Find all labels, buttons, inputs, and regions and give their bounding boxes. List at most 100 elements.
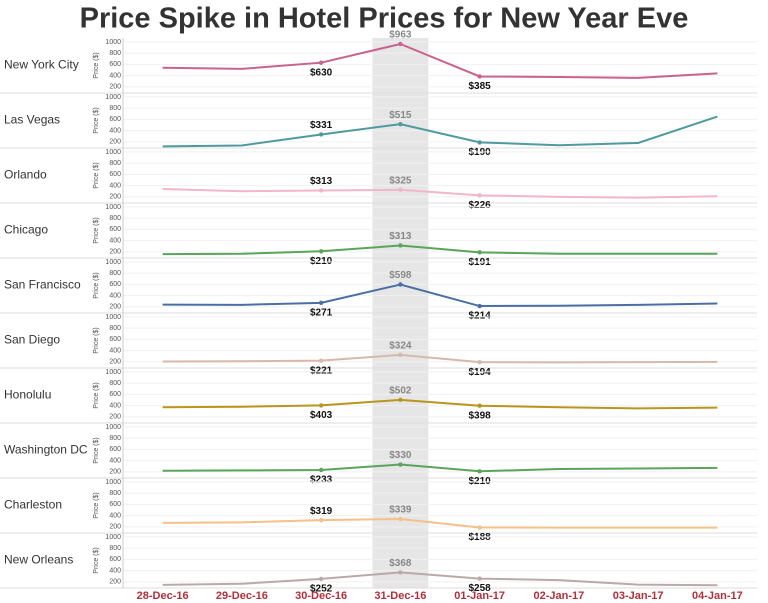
y-tick-label: 800 xyxy=(109,490,121,497)
point xyxy=(477,74,482,79)
y-tick-label: 200 xyxy=(109,139,121,146)
y-tick-label: 1000 xyxy=(105,149,121,156)
y-axis-label: Price ($) xyxy=(93,492,100,518)
y-tick-label: 1000 xyxy=(105,314,121,321)
point xyxy=(318,249,324,254)
point xyxy=(398,41,403,47)
point xyxy=(477,250,482,255)
data-label: $324 xyxy=(389,341,412,352)
point xyxy=(318,60,324,65)
data-label: $368 xyxy=(389,558,412,569)
line xyxy=(162,244,718,256)
y-tick-label: 200 xyxy=(109,579,121,586)
line xyxy=(162,463,718,473)
x-tick-label: 04-Jan-17 xyxy=(692,590,743,602)
y-axis-label: Price ($) xyxy=(93,382,100,408)
panel-label: New York City xyxy=(4,58,79,72)
data-label: $630 xyxy=(310,67,333,78)
y-tick-label: 200 xyxy=(109,414,121,421)
point xyxy=(477,469,482,474)
data-label: $963 xyxy=(389,30,412,41)
point xyxy=(477,140,482,145)
y-tick-label: 400 xyxy=(109,127,121,134)
x-tick-label: 02-Jan-17 xyxy=(533,590,584,602)
y-tick-label: 400 xyxy=(109,182,121,189)
point xyxy=(318,467,324,473)
data-label: $398 xyxy=(469,410,492,421)
data-label: $258 xyxy=(469,583,492,594)
y-tick-label: 400 xyxy=(109,512,121,519)
y-tick-label: 600 xyxy=(109,281,121,288)
y-axis-label: Price ($) xyxy=(93,52,100,78)
panel-label: San Diego xyxy=(4,333,60,347)
data-label: $210 xyxy=(310,256,333,267)
point xyxy=(318,576,324,582)
point xyxy=(318,188,324,193)
point xyxy=(398,352,403,358)
point xyxy=(318,132,324,137)
point xyxy=(398,282,403,287)
data-label: $271 xyxy=(310,307,333,318)
y-tick-label: 1000 xyxy=(105,424,121,431)
y-tick-label: 400 xyxy=(109,347,121,354)
line xyxy=(162,571,718,587)
y-tick-label: 800 xyxy=(109,50,121,57)
y-tick-label: 1000 xyxy=(105,534,121,541)
line xyxy=(162,283,718,308)
y-tick-label: 600 xyxy=(109,556,121,563)
point xyxy=(318,300,324,306)
y-tick-label: 400 xyxy=(109,402,121,409)
y-tick-label: 400 xyxy=(109,72,121,79)
data-label: $403 xyxy=(310,410,333,421)
data-label: $330 xyxy=(389,450,412,461)
y-tick-label: 800 xyxy=(109,325,121,332)
data-label: $331 xyxy=(310,120,333,131)
data-label: $252 xyxy=(310,584,333,595)
y-tick-label: 600 xyxy=(109,336,121,343)
point xyxy=(398,570,403,575)
y-tick-label: 800 xyxy=(109,105,121,112)
y-tick-label: 800 xyxy=(109,435,121,442)
y-tick-label: 800 xyxy=(109,270,121,277)
data-label: $325 xyxy=(389,175,412,186)
x-tick-label: 28-Dec-16 xyxy=(137,590,189,602)
point xyxy=(477,525,482,530)
y-axis-label: Price ($) xyxy=(93,272,100,298)
x-tick-label: 29-Dec-16 xyxy=(216,590,268,602)
chart-title: Price Spike in Hotel Prices for New Year… xyxy=(80,3,689,35)
panel-label: Washington DC xyxy=(4,443,88,457)
panel-label: San Francisco xyxy=(4,278,81,292)
y-tick-label: 800 xyxy=(109,160,121,167)
data-label: $191 xyxy=(469,257,492,268)
y-tick-label: 200 xyxy=(109,304,121,311)
point xyxy=(318,403,324,408)
y-tick-label: 600 xyxy=(109,61,121,68)
data-label: $313 xyxy=(389,231,412,242)
y-tick-label: 600 xyxy=(109,501,121,508)
panel-label: Charleston xyxy=(4,498,62,512)
data-label: $190 xyxy=(469,147,492,158)
point xyxy=(398,243,403,248)
point xyxy=(477,576,482,581)
point xyxy=(398,397,403,403)
y-tick-label: 800 xyxy=(109,545,121,552)
y-tick-label: 600 xyxy=(109,391,121,398)
x-tick-label: 01-Jan-17 xyxy=(454,590,505,602)
panel-label: Chicago xyxy=(4,223,48,237)
y-axis-label: Price ($) xyxy=(93,547,100,573)
data-label: $339 xyxy=(389,505,412,516)
y-axis-label: Price ($) xyxy=(93,217,100,243)
y-tick-label: 200 xyxy=(109,359,121,366)
line xyxy=(162,115,718,148)
y-tick-label: 1000 xyxy=(105,94,121,101)
point xyxy=(318,358,324,363)
y-tick-label: 400 xyxy=(109,292,121,299)
point xyxy=(398,121,403,127)
y-tick-label: 200 xyxy=(109,524,121,531)
y-tick-label: 1000 xyxy=(105,204,121,211)
y-axis-label: Price ($) xyxy=(93,107,100,133)
data-label: $319 xyxy=(310,506,333,517)
point xyxy=(398,462,403,467)
x-tick-label: 30-Dec-16 xyxy=(295,590,347,602)
